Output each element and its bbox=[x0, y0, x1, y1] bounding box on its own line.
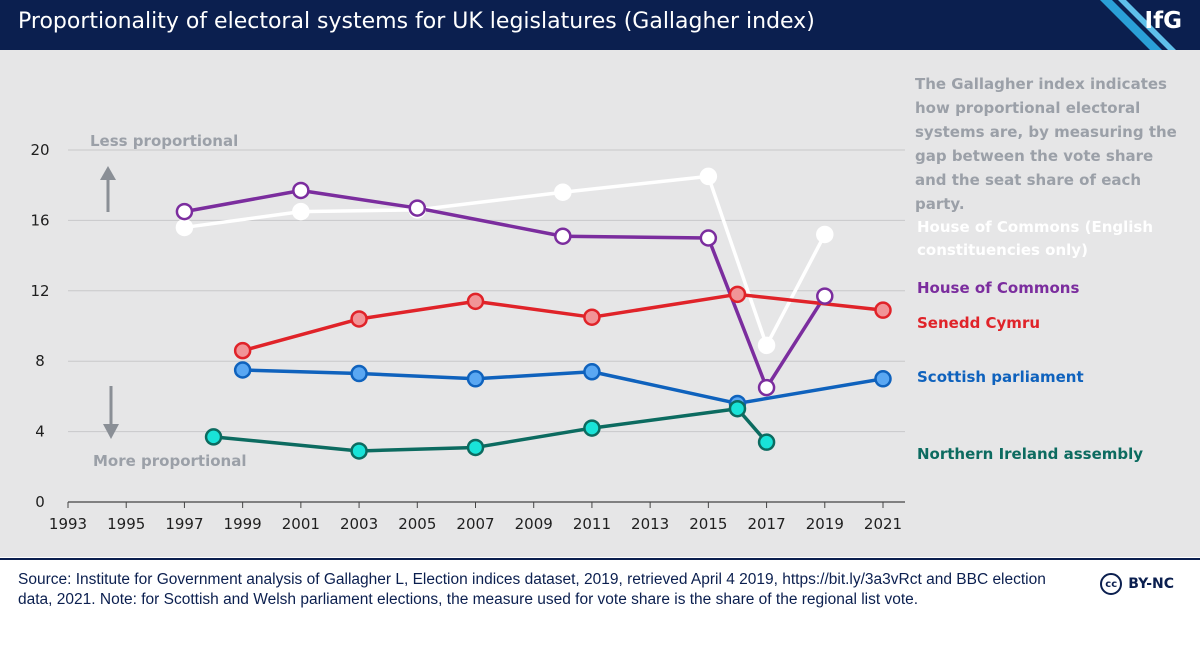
x-tick-label: 2001 bbox=[282, 515, 320, 533]
data-point bbox=[757, 378, 776, 397]
y-tick-label: 16 bbox=[30, 211, 49, 229]
data-point bbox=[816, 287, 834, 305]
data-point bbox=[874, 301, 892, 319]
legend-label: House of Commons bbox=[917, 279, 1080, 297]
series-line-2 bbox=[242, 292, 884, 353]
more-proportional-label: More proportional bbox=[93, 452, 246, 470]
data-point bbox=[874, 370, 892, 388]
index-note: The Gallagher index indicates how propor… bbox=[915, 75, 1177, 213]
line-chart: 0 4 8 12 16 20 1993 1995 1997 1999 2001 2003 2005 200… bbox=[30, 132, 905, 533]
x-tick-label: 1999 bbox=[224, 515, 262, 533]
source-note: Source: Institute for Government analysi… bbox=[18, 571, 1046, 608]
data-point bbox=[728, 285, 747, 304]
ifg-logo: IfG bbox=[1144, 8, 1182, 34]
data-point bbox=[175, 202, 194, 221]
x-tick-label: 2019 bbox=[806, 515, 844, 533]
header-bar: Proportionality of electoral systems for… bbox=[0, 0, 1200, 50]
creative-commons-icon: cc bbox=[1100, 573, 1123, 595]
license-label: BY-NC bbox=[1128, 576, 1174, 592]
y-tick-label: 4 bbox=[35, 423, 45, 441]
x-tick-label: 2011 bbox=[573, 515, 611, 533]
x-tick-label: 1993 bbox=[49, 515, 87, 533]
data-point bbox=[757, 433, 776, 451]
data-point bbox=[408, 199, 427, 217]
data-point bbox=[350, 364, 368, 383]
chart-area: 0 4 8 12 16 20 1993 1995 1997 1999 2001 2003 2005 200… bbox=[0, 50, 1200, 557]
y-tick-label: 0 bbox=[35, 493, 45, 511]
license-badge[interactable]: cc BY-NC bbox=[1100, 573, 1174, 595]
legend-label: Scottish parliament bbox=[917, 368, 1084, 386]
data-point bbox=[583, 308, 601, 326]
series-line-4 bbox=[213, 406, 768, 453]
y-tick-label: 12 bbox=[30, 282, 49, 300]
x-tick-label: 2015 bbox=[689, 515, 727, 533]
data-point bbox=[583, 419, 601, 437]
series-line-0 bbox=[184, 174, 827, 348]
footer: Source: Institute for Government analysi… bbox=[0, 558, 1200, 648]
data-point bbox=[466, 370, 485, 388]
data-point bbox=[233, 361, 252, 379]
data-point bbox=[292, 202, 310, 221]
x-tick-label: 2005 bbox=[398, 515, 436, 533]
data-point bbox=[699, 229, 718, 247]
down-arrow-head-icon bbox=[103, 424, 119, 439]
data-point bbox=[554, 183, 572, 201]
x-tick-label: 1997 bbox=[165, 515, 203, 533]
data-point bbox=[816, 225, 834, 244]
data-point bbox=[699, 167, 718, 186]
x-tick-label: 2009 bbox=[515, 515, 553, 533]
data-point bbox=[292, 181, 310, 200]
less-proportional-label: Less proportional bbox=[90, 132, 238, 150]
y-tick-label: 8 bbox=[35, 352, 45, 370]
y-tick-label: 20 bbox=[30, 141, 49, 159]
data-point bbox=[728, 399, 747, 418]
x-tick-label: 2003 bbox=[340, 515, 378, 533]
x-tick-label: 2013 bbox=[631, 515, 669, 533]
up-arrow-head-icon bbox=[100, 166, 116, 180]
legend-label: Senedd Cymru bbox=[917, 314, 1041, 332]
legend-label: House of Commons (English constituencies… bbox=[917, 218, 1154, 259]
data-point bbox=[583, 363, 601, 381]
x-tick-label: 2021 bbox=[864, 515, 902, 533]
data-point bbox=[554, 227, 572, 245]
data-point bbox=[350, 310, 368, 328]
series-line-3 bbox=[242, 368, 884, 406]
legend-label: Northern Ireland assembly bbox=[917, 445, 1144, 463]
data-point bbox=[233, 341, 252, 360]
logo-stripes-icon bbox=[1100, 0, 1176, 50]
x-tick-label: 2007 bbox=[456, 515, 494, 533]
data-point bbox=[204, 428, 223, 446]
data-point bbox=[466, 292, 485, 311]
chart-title: Proportionality of electoral systems for… bbox=[18, 9, 815, 34]
x-tick-label: 1995 bbox=[107, 515, 145, 533]
data-point bbox=[466, 438, 485, 457]
data-point bbox=[350, 442, 368, 460]
x-tick-label: 2017 bbox=[747, 515, 785, 533]
data-point bbox=[175, 218, 194, 237]
data-point bbox=[757, 336, 776, 355]
